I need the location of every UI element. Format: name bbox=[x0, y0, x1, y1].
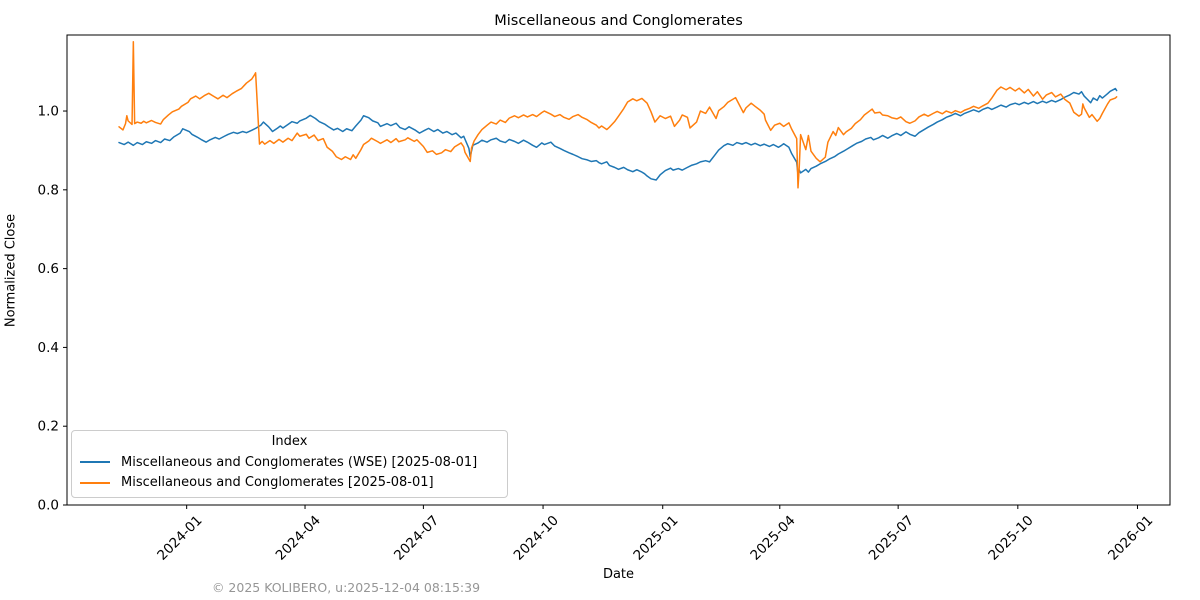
plot-frame bbox=[66, 34, 1171, 506]
x-tick-label: 2025-04 bbox=[747, 513, 798, 564]
legend-entry-main: Miscellaneous and Conglomerates [2025-08… bbox=[80, 473, 499, 494]
x-tick-label: 2025-07 bbox=[866, 513, 917, 564]
x-tick-label: 2024-10 bbox=[511, 513, 562, 564]
legend-label: Miscellaneous and Conglomerates [2025-08… bbox=[121, 475, 434, 491]
y-tick-label: 0.0 bbox=[38, 498, 59, 514]
y-axis-label: Normalized Close bbox=[3, 213, 19, 328]
legend-line-swatch-blue bbox=[80, 461, 110, 464]
legend: Index Miscellaneous and Conglomerates (W… bbox=[71, 430, 508, 498]
y-tick-label: 0.8 bbox=[38, 182, 59, 198]
x-tick-label: 2024-01 bbox=[154, 513, 205, 564]
x-tick-label: 2026-01 bbox=[1105, 513, 1156, 564]
x-tick-label: 2024-04 bbox=[273, 513, 324, 564]
y-tick-label: 1.0 bbox=[38, 104, 59, 120]
y-tick-label: 0.2 bbox=[38, 419, 59, 435]
series-line-main bbox=[118, 40, 1118, 189]
legend-line-swatch-orange bbox=[80, 481, 110, 484]
x-tick-label: 2025-10 bbox=[985, 513, 1036, 564]
chart-title: Miscellaneous and Conglomerates bbox=[494, 13, 743, 29]
legend-title: Index bbox=[271, 434, 308, 449]
y-tick-label: 0.6 bbox=[38, 261, 59, 277]
legend-entry-wse: Miscellaneous and Conglomerates (WSE) [2… bbox=[80, 452, 499, 473]
x-tick-label: 2024-07 bbox=[391, 513, 442, 564]
x-tick-label: 2025-01 bbox=[630, 513, 681, 564]
watermark-text: © 2025 KOLIBERO, u:2025-12-04 08:15:39 bbox=[211, 580, 481, 595]
y-tick-label: 0.4 bbox=[38, 340, 59, 356]
series-line-wse bbox=[118, 87, 1118, 181]
x-axis-label: Date bbox=[602, 567, 635, 582]
legend-label: Miscellaneous and Conglomerates (WSE) [2… bbox=[121, 454, 478, 470]
